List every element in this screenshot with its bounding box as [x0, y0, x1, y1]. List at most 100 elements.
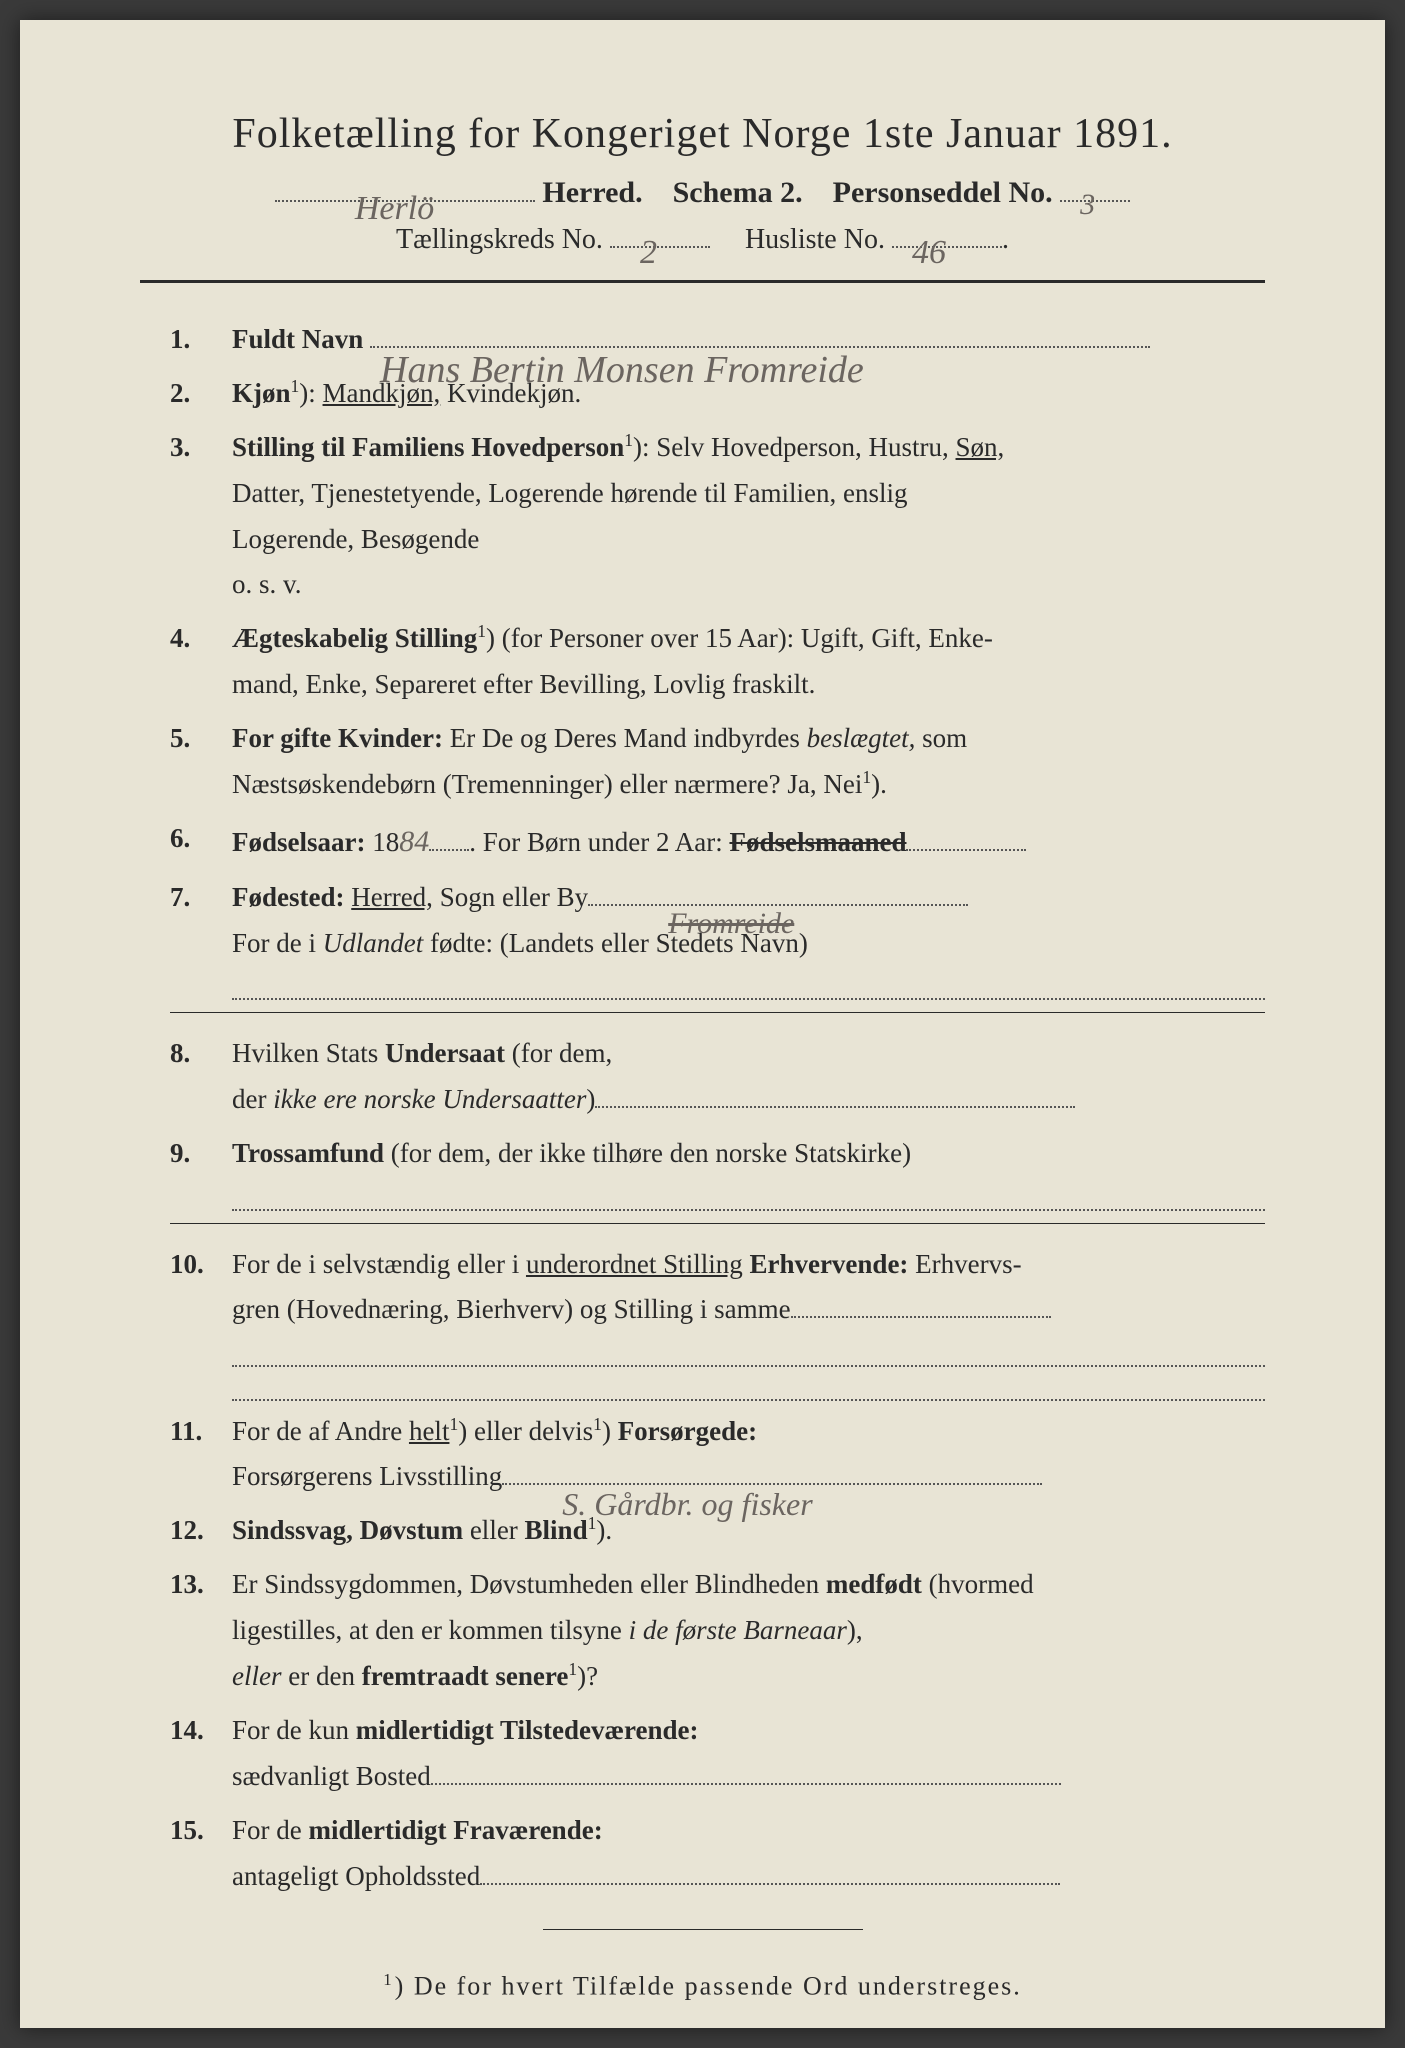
- underlined-mandkjon: Mandkjøn,: [323, 378, 441, 408]
- text: ),: [847, 1615, 863, 1645]
- cont: For de i: [232, 928, 323, 958]
- item-5: 5. For gifte Kvinder: Er De og Deres Man…: [170, 716, 1265, 808]
- text: (for dem,: [505, 1038, 612, 1068]
- item-body: Fødselsaar: 1884. For Børn under 2 Aar: …: [232, 816, 1265, 867]
- text: ): Selv Hovedperson, Hustru,: [633, 432, 955, 462]
- underlined-son: Søn,: [956, 432, 1005, 462]
- item-body: Sindssvag, Døvstum eller Blind1).: [232, 1508, 1265, 1554]
- item-body: For gifte Kvinder: Er De og Deres Mand i…: [232, 716, 1265, 808]
- item-num: 11.: [170, 1409, 232, 1501]
- item-body: Trossamfund (for dem, der ikke tilhøre d…: [232, 1131, 1265, 1177]
- item-body: For de af Andre helt1) eller delvis1) Fo…: [232, 1409, 1265, 1501]
- item-num: 9.: [170, 1131, 232, 1177]
- cont: der: [232, 1084, 273, 1114]
- sup: 1: [291, 376, 300, 396]
- dot: [429, 849, 469, 851]
- cont: gren (Hovednæring, Bierhverv) og Stillin…: [232, 1294, 791, 1324]
- herred-line: Herlö Herred. Schema 2. Personseddel No.…: [140, 176, 1265, 210]
- text: Hvilken Stats: [232, 1038, 385, 1068]
- text: . For Børn under 2 Aar:: [469, 827, 729, 857]
- label-kjon: Kjøn: [232, 378, 291, 408]
- cont: antageligt Opholdssted: [232, 1861, 480, 1891]
- item-num: 2.: [170, 371, 232, 417]
- text: er den: [281, 1661, 361, 1691]
- item-9: 9. Trossamfund (for dem, der ikke tilhør…: [170, 1131, 1265, 1177]
- section-divider: [170, 1012, 1265, 1013]
- item-11: 11. For de af Andre helt1) eller delvis1…: [170, 1409, 1265, 1501]
- text: ): [602, 1416, 618, 1446]
- label-stilling: Stilling til Familiens Hovedperson: [232, 432, 624, 462]
- census-form-page: Folketælling for Kongeriget Norge 1ste J…: [20, 20, 1385, 2028]
- text: For de: [232, 1815, 309, 1845]
- label-gifte-kvinder: For gifte Kvinder:: [232, 723, 443, 753]
- item-6: 6. Fødselsaar: 1884. For Børn under 2 Aa…: [170, 816, 1265, 867]
- dotted-line: [232, 975, 1265, 1001]
- livsstilling-field: S. Gårdbr. og fisker: [502, 1483, 1042, 1485]
- label-aegteskab: Ægteskabelig Stilling: [232, 623, 477, 653]
- dotted-line: [232, 1341, 1265, 1367]
- tallingskreds-label: Tællingskreds No.: [396, 224, 603, 255]
- item-num: 3.: [170, 425, 232, 609]
- item-10: 10. For de i selvstændig eller i underor…: [170, 1242, 1265, 1334]
- cont: sædvanligt Bosted: [232, 1761, 431, 1791]
- personseddel-field: 3: [1060, 200, 1130, 202]
- text: ): [586, 1084, 595, 1114]
- schema-label: Schema 2.: [673, 176, 803, 209]
- sup: 1: [624, 430, 633, 450]
- text: ).: [871, 769, 887, 799]
- label-fodested: Fødested:: [232, 882, 344, 912]
- text: ).: [596, 1515, 612, 1545]
- item-body: Hvilken Stats Undersaat (for dem, der ik…: [232, 1031, 1265, 1123]
- cont: ligestilles, at den er kommen tilsyne: [232, 1615, 629, 1645]
- cont: Datter, Tjenestetyende, Logerende hørend…: [232, 471, 1265, 517]
- section-divider: [170, 1223, 1265, 1224]
- item-13: 13. Er Sindssygdommen, Døvstumheden elle…: [170, 1562, 1265, 1700]
- text: Er Sindssygdommen, Døvstumheden eller Bl…: [232, 1569, 826, 1599]
- item-body: Ægteskabelig Stilling1) (for Personer ov…: [232, 616, 1265, 708]
- label-fodselsmaaned: Fødselsmaaned: [729, 827, 906, 857]
- item-body: Stilling til Familiens Hovedperson1): Se…: [232, 425, 1265, 609]
- text: For de i selvstændig eller i: [232, 1249, 526, 1279]
- text: ) eller delvis: [458, 1416, 593, 1446]
- text: )?: [577, 1661, 598, 1691]
- item-8: 8. Hvilken Stats Undersaat (for dem, der…: [170, 1031, 1265, 1123]
- cont: mand, Enke, Separeret efter Bevilling, L…: [232, 662, 1265, 708]
- header-divider: [140, 280, 1265, 283]
- tallingskreds-field: 2: [610, 246, 710, 248]
- item-body: Kjøn1): Mandkjøn, Kvindekjøn.: [232, 371, 1265, 417]
- text: eller: [463, 1515, 524, 1545]
- label-fravaerende: midlertidigt Fraværende:: [309, 1815, 603, 1845]
- item-num: 4.: [170, 616, 232, 708]
- italic: i de første Barneaar: [629, 1615, 847, 1645]
- footnote: 1) De for hvert Tilfælde passende Ord un…: [140, 1970, 1265, 2002]
- dot: [906, 849, 1026, 851]
- dot: [480, 1883, 1060, 1885]
- item-num: 5.: [170, 716, 232, 808]
- item-15: 15. For de midlertidigt Fraværende: anta…: [170, 1808, 1265, 1900]
- navn-field: Hans Bertin Monsen Fromreide: [370, 346, 1150, 348]
- item-num: 10.: [170, 1242, 232, 1334]
- item-body: Fuldt Navn Hans Bertin Monsen Fromreide: [232, 317, 1265, 363]
- dot: [595, 1106, 1075, 1108]
- label-forsorgede: Forsørgede:: [618, 1416, 757, 1446]
- underlined: underordnet Stilling: [526, 1249, 743, 1279]
- sup: 1: [568, 1659, 577, 1679]
- item-num: 13.: [170, 1562, 232, 1700]
- text: Er De og Deres Mand indbyrdes: [443, 723, 807, 753]
- item-14: 14. For de kun midlertidigt Tilstedevære…: [170, 1708, 1265, 1800]
- dotted-line: [232, 1375, 1265, 1401]
- husliste-value: 46: [912, 234, 946, 272]
- year-value: 84: [399, 825, 429, 858]
- item-num: 14.: [170, 1708, 232, 1800]
- label-sindssvag: Sindssvag, Døvstum: [232, 1515, 463, 1545]
- form-title: Folketælling for Kongeriget Norge 1ste J…: [140, 110, 1265, 158]
- item-body: For de kun midlertidigt Tilstedeværende:…: [232, 1708, 1265, 1800]
- item-body: Fødested: Herred, Sogn eller ByFromreide…: [232, 875, 1265, 967]
- label-erhvervende: Erhvervende:: [749, 1249, 908, 1279]
- italic: beslægtet,: [807, 723, 916, 753]
- item-4: 4. Ægteskabelig Stilling1) (for Personer…: [170, 616, 1265, 708]
- personseddel-label: Personseddel No.: [833, 176, 1053, 209]
- sogn-value: Fromreide: [668, 898, 794, 949]
- text: (hvormed: [922, 1569, 1034, 1599]
- dot: [791, 1316, 1051, 1318]
